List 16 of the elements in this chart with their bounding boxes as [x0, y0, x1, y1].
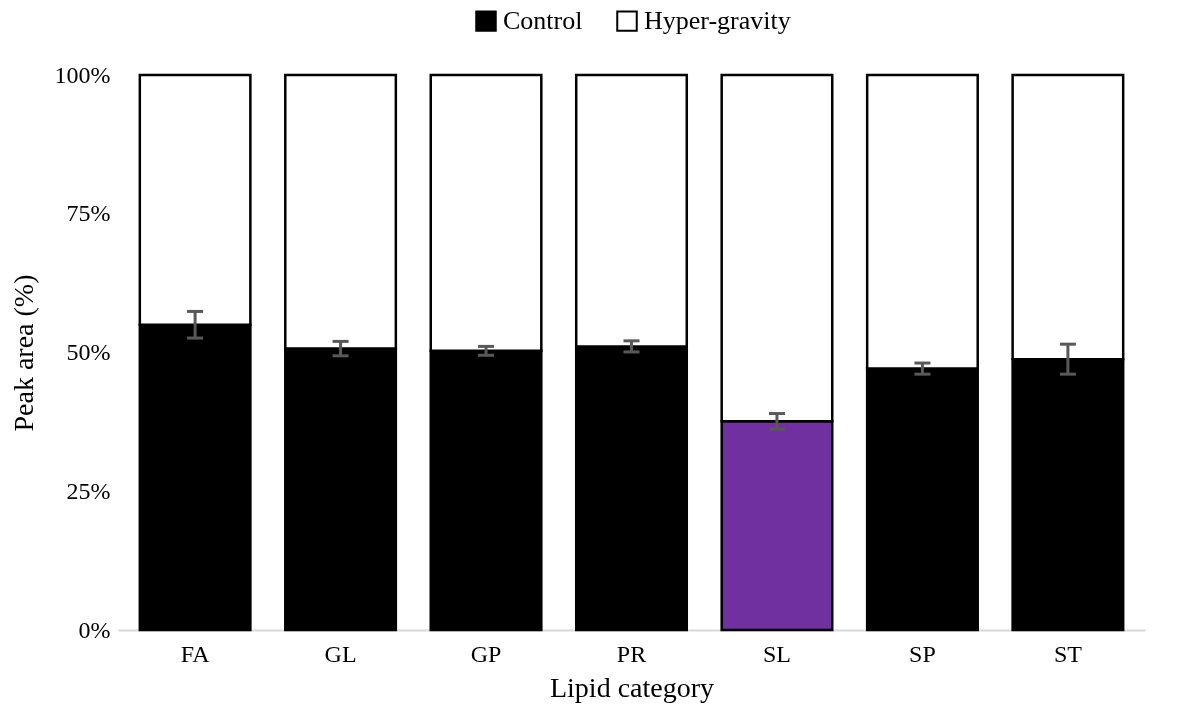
- x-tick-label: FA: [180, 640, 211, 667]
- x-tick-label: ST: [1053, 640, 1083, 667]
- y-tick-label: 75%: [66, 200, 111, 227]
- x-tick-label: SP: [909, 640, 936, 667]
- x-tick-label: SL: [762, 640, 791, 667]
- legend-label: Control: [503, 6, 583, 36]
- y-tick-label: 100%: [54, 61, 111, 88]
- y-tick-label: 50%: [66, 339, 111, 365]
- legend-label: Hyper-gravity: [644, 6, 791, 36]
- y-tick-label: 0%: [78, 616, 111, 643]
- x-tick-label: GP: [470, 640, 502, 667]
- x-tick-label: GL: [324, 640, 357, 667]
- x-axis-title: Lipid category: [549, 671, 715, 703]
- y-axis-title: Peak area (%): [7, 274, 39, 432]
- y-tick-label: 25%: [66, 477, 111, 504]
- x-tick-label: PR: [616, 640, 647, 667]
